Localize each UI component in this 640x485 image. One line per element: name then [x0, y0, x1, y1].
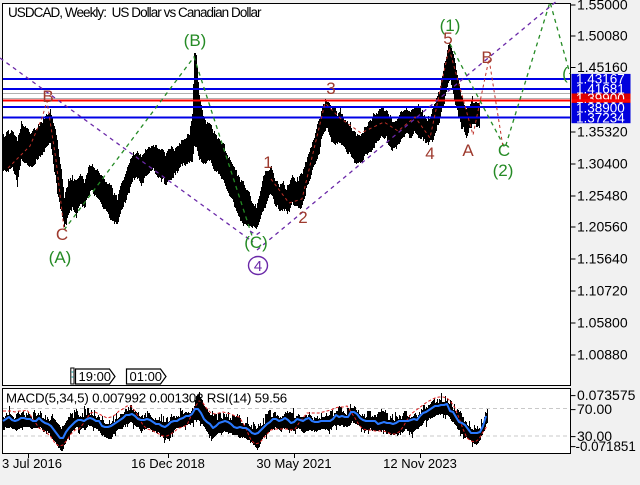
svg-text:1.39900: 1.39900 — [576, 91, 625, 106]
svg-text:C: C — [498, 141, 510, 160]
svg-text:1.05800: 1.05800 — [577, 315, 628, 331]
svg-text:01:00: 01:00 — [130, 369, 163, 384]
svg-text:1.38900: 1.38900 — [576, 101, 625, 116]
svg-text:(C): (C) — [244, 233, 268, 252]
svg-text:1.35320: 1.35320 — [577, 124, 628, 140]
svg-text:(1): (1) — [440, 16, 461, 35]
svg-text:5: 5 — [443, 29, 452, 48]
svg-text:1.10720: 1.10720 — [577, 283, 628, 299]
svg-text:C: C — [56, 225, 68, 244]
svg-text:30 May 2021: 30 May 2021 — [256, 456, 331, 471]
svg-text:1.45160: 1.45160 — [577, 59, 628, 75]
svg-text:(: ( — [562, 64, 568, 83]
svg-text:16 Dec 2018: 16 Dec 2018 — [131, 456, 205, 471]
svg-text:1.00880: 1.00880 — [577, 347, 628, 363]
svg-text:1.43167: 1.43167 — [576, 72, 625, 87]
svg-text:MACD(5,34,5) 0.007992 0.001302: MACD(5,34,5) 0.007992 0.001302 RSI(14) 5… — [6, 391, 287, 406]
svg-text:USDCAD, Weekly: US Dollar vs: USDCAD, Weekly: US Dollar vs Canadian Do… — [8, 5, 262, 20]
svg-text:1: 1 — [263, 153, 272, 172]
svg-text:B: B — [42, 87, 53, 106]
svg-text:1.41681: 1.41681 — [576, 82, 625, 97]
svg-text:(2): (2) — [493, 161, 514, 180]
svg-text:(A): (A) — [49, 248, 72, 267]
svg-text:(B): (B) — [184, 31, 207, 50]
svg-text:3: 3 — [326, 79, 335, 98]
svg-text:1.20560: 1.20560 — [577, 219, 628, 235]
svg-text:0.073575: 0.073575 — [577, 387, 636, 403]
svg-text:1.55000: 1.55000 — [577, 0, 628, 13]
svg-text:1.15640: 1.15640 — [577, 251, 628, 267]
svg-text:1.30400: 1.30400 — [577, 156, 628, 172]
svg-text:70.00: 70.00 — [577, 401, 612, 417]
svg-text:B: B — [481, 48, 492, 67]
svg-text:2: 2 — [298, 208, 307, 227]
svg-text:1.37234: 1.37234 — [576, 111, 625, 126]
svg-text:1.50080: 1.50080 — [577, 28, 628, 44]
svg-text:-0.071851: -0.071851 — [576, 439, 636, 454]
svg-text:12 Nov 2023: 12 Nov 2023 — [383, 456, 457, 471]
svg-text:30.00: 30.00 — [577, 428, 612, 444]
svg-text:A: A — [462, 141, 474, 160]
svg-text:4: 4 — [254, 258, 262, 275]
svg-text:4: 4 — [425, 144, 434, 163]
svg-text:1.25480: 1.25480 — [577, 188, 628, 204]
svg-text:19:00: 19:00 — [79, 369, 112, 384]
svg-text:3 Jul 2016: 3 Jul 2016 — [2, 456, 62, 471]
